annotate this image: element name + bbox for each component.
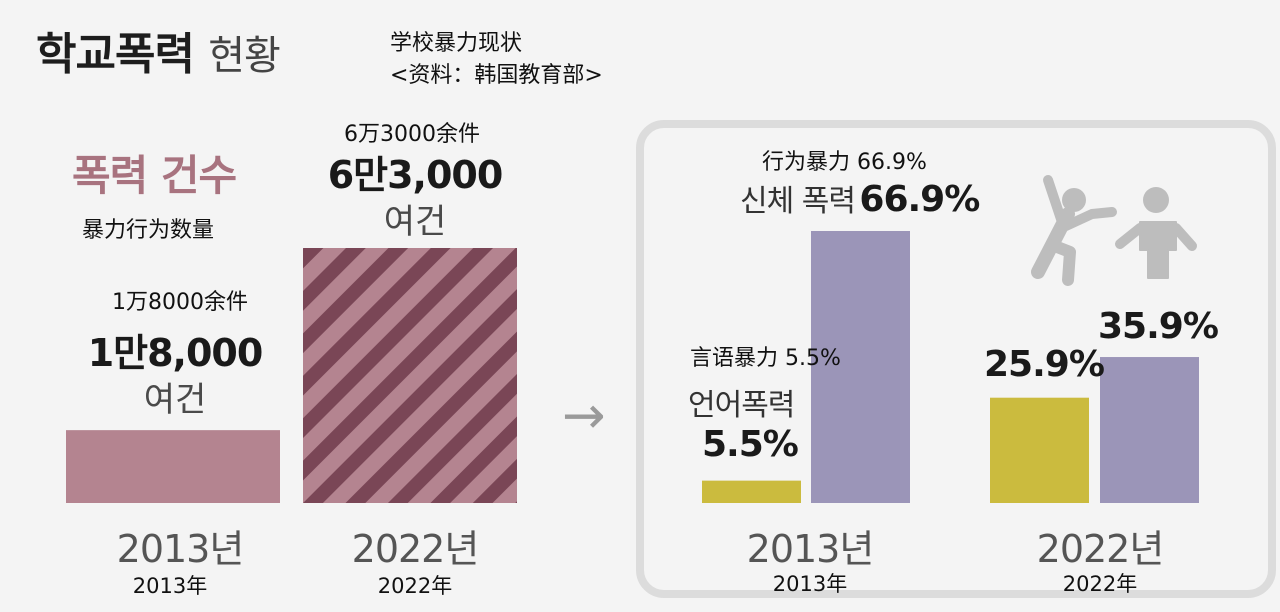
verbal-pct-2022: 25.9%	[984, 344, 1105, 385]
left-chart-title: 폭력 건수	[72, 151, 237, 200]
bar-note-2022: 6万3000余件	[344, 122, 480, 147]
left-chart-title-cn: 暴力行为数量	[82, 218, 215, 243]
year-label-2013: 2013년	[116, 527, 245, 571]
physical-label-cn: 行为暴力 66.9%	[762, 150, 927, 175]
bar-note-2013: 1万8000余件	[112, 290, 248, 315]
year-label-cn-2022: 2022年	[377, 574, 453, 598]
right-year-label-2022: 2022년	[1036, 527, 1165, 571]
bar-unit-2022: 여건	[383, 202, 447, 242]
bar-언어폭력-2022년	[990, 397, 1089, 503]
verbal-label-cn: 言语暴力 5.5%	[690, 346, 841, 371]
year-label-2022: 2022년	[351, 527, 480, 571]
right-year-label-cn-2022: 2022年	[1062, 572, 1138, 596]
bar-신체 폭력-2013년	[811, 231, 910, 503]
bar-신체 폭력-2022년	[1100, 357, 1199, 503]
physical-pct-2022: 35.9%	[1098, 306, 1219, 347]
physical-label-ko: 신체 폭력	[740, 184, 856, 219]
bar-value-label-2013: 1만8,000	[87, 331, 264, 375]
source-note: <资料：韩国教育部>	[390, 63, 603, 88]
verbal-label-ko: 언어폭력	[688, 388, 795, 423]
physical-pct-2013: 66.9%	[859, 179, 980, 220]
subtitle-block: 学校暴力现状 <资料：韩国教育部>	[390, 28, 603, 92]
page-title-suffix: 현황	[208, 33, 281, 79]
year-label-cn-2013: 2013年	[132, 574, 208, 598]
verbal-pct-2013: 5.5%	[702, 424, 799, 465]
physical-label: 신체 폭력 66.9%	[740, 176, 980, 220]
right-year-label-2013: 2013년	[746, 527, 875, 571]
bar-value-label-2022: 6만3,000	[327, 153, 504, 197]
arrow-right-icon: →	[562, 386, 606, 446]
right-year-label-cn-2013: 2013年	[772, 572, 848, 596]
violence-people-icon	[1031, 175, 1197, 286]
bar-2013년	[66, 430, 280, 503]
bar-unit-2013: 여건	[143, 380, 207, 420]
left-bar-chart	[66, 248, 517, 503]
page-title: 학교폭력	[36, 29, 195, 80]
bar-2022년	[303, 248, 517, 503]
bar-언어폭력-2013년	[702, 480, 801, 503]
subtitle-cn: 学校暴力现状	[390, 31, 523, 56]
